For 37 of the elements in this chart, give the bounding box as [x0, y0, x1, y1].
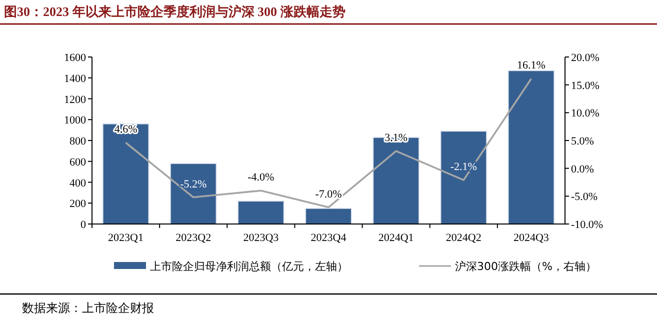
y-tick-label: 1600 [64, 52, 86, 64]
y-tick-label: 400 [70, 177, 86, 190]
x-tick-label: 2024Q1 [378, 232, 414, 244]
y-tick-label: 1400 [64, 72, 86, 85]
x-tick-label: 2023Q2 [176, 232, 212, 244]
y2-tick-label: 10.0% [571, 108, 600, 120]
data-label: -4.0% [248, 172, 274, 184]
bar [237, 200, 284, 224]
x-tick-label: 2023Q4 [310, 232, 347, 244]
bar [305, 208, 352, 224]
bar [102, 123, 150, 224]
data-label: -7.0% [315, 188, 342, 200]
y-tick-label: 800 [70, 136, 86, 148]
y2-tick-label: -5.0% [571, 191, 598, 204]
y2-tick-label: 5.0% [571, 136, 594, 148]
chart-title: 图30：2023 年以来上市险企季度利润与沪深 300 涨跌幅走势 [4, 4, 346, 19]
legend-label: 上市险企归母净利润总额（亿元，左轴） [150, 260, 348, 273]
y-tick-label: 200 [70, 198, 86, 210]
y2-tick-label: 15.0% [571, 80, 600, 92]
source-note: 数据来源：上市险企财报 [22, 301, 154, 315]
x-tick-label: 2024Q3 [513, 232, 550, 244]
y2-tick-label: 20.0% [571, 52, 600, 64]
y2-tick-label: 0.0% [571, 163, 594, 176]
y2-tick-label: -10.0% [571, 219, 604, 231]
y-tick-label: 600 [70, 156, 86, 168]
data-label: 4.6% [114, 124, 138, 136]
data-label: -5.2% [180, 178, 207, 190]
x-tick-label: 2023Q3 [243, 232, 280, 244]
data-label: 16.1% [517, 60, 546, 72]
x-tick-label: 2023Q1 [108, 232, 144, 244]
x-tick-label: 2024Q2 [446, 232, 482, 244]
y-tick-label: 0 [80, 219, 86, 231]
y-tick-label: 1200 [64, 94, 86, 106]
bar [508, 70, 555, 224]
legend-label: 沪深300涨跌幅（%，右轴） [455, 260, 596, 273]
y-tick-label: 1000 [64, 114, 86, 127]
bar [440, 130, 488, 224]
